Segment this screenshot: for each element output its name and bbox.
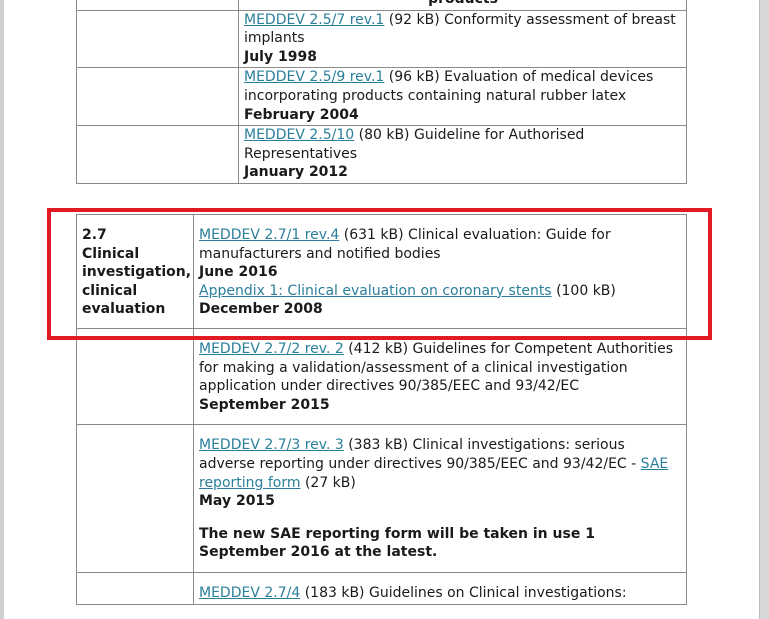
table-row: 2.7 Clinical investigation, clinical eval… [76, 214, 687, 329]
document-date: February 2004 [244, 106, 359, 123]
appendix-link[interactable]: Appendix 1: Clinical evaluation on coron… [199, 282, 552, 299]
document-date: September 2015 [199, 396, 330, 413]
document-description: Evaluation of medical devices incorporat… [244, 69, 654, 104]
section-number: 2.7 [82, 227, 107, 243]
document-link[interactable]: MEDDEV 2.5/10 [244, 127, 355, 144]
document-description: Clinical investigations: serious adverse… [199, 437, 637, 472]
document-description: Guidelines for Competent Authorities for… [199, 340, 674, 395]
document-date: July 1998 [244, 48, 317, 65]
guidance-table-section-2-7: 2.7 Clinical investigation, clinical eval… [76, 214, 687, 605]
file-size: (92 kB) [388, 11, 440, 28]
document-link[interactable]: MEDDEV 2.7/1 rev.4 [199, 227, 340, 243]
table-row: MEDDEV 2.7/4 (183 kB) Guidelines on Clin… [76, 571, 687, 605]
document-link[interactable]: MEDDEV 2.7/4 [199, 584, 301, 601]
document-link[interactable]: MEDDEV 2.5/9 rev.1 [244, 69, 385, 86]
notice-text: The new SAE reporting form will be taken… [199, 525, 595, 561]
file-size: (412 kB) [348, 340, 409, 357]
column-header-partial: products [428, 0, 498, 7]
document-link[interactable]: MEDDEV 2.7/2 rev. 2 [199, 340, 344, 357]
window-left-border [0, 0, 4, 619]
file-size: (631 kB) [343, 227, 404, 243]
table-row: MEDDEV 2.5/9 rev.1 (96 kB) Evaluation of… [76, 67, 687, 127]
document-date: May 2015 [199, 493, 275, 510]
document-date: December 2008 [199, 301, 323, 318]
table-row: MEDDEV 2.7/3 rev. 3 (383 kB) Clinical in… [76, 424, 687, 573]
table-row: MEDDEV 2.7/2 rev. 2 (412 kB) Guidelines … [76, 327, 687, 426]
table-row: MEDDEV 2.5/10 (80 kB) Guideline for Auth… [76, 125, 687, 184]
sae-form-link[interactable]: SAE reporting form [199, 455, 669, 491]
file-size: (183 kB) [304, 584, 365, 601]
document-date: June 2016 [199, 264, 278, 281]
document-description: Guideline for Authorised Representatives [244, 127, 585, 162]
table-row: MEDDEV 2.5/7 rev.1 (92 kB) Conformity as… [76, 9, 687, 69]
document-link[interactable]: MEDDEV 2.5/7 rev.1 [244, 11, 385, 28]
guidance-table-upper: products MEDDEV 2.5/7 rev.1 (92 kB) Conf… [76, 0, 687, 184]
table-row: products [76, 0, 687, 11]
section-title: Clinical investigation, clinical evaluat… [82, 245, 192, 318]
document-description: Clinical evaluation: Guide for manufactu… [199, 227, 611, 262]
document-date: January 2012 [244, 164, 348, 181]
scrollbar[interactable] [759, 0, 769, 619]
file-size: (383 kB) [348, 437, 409, 454]
file-size: (96 kB) [388, 69, 440, 86]
file-size: (27 kB) [304, 474, 356, 491]
document-link[interactable]: MEDDEV 2.7/3 rev. 3 [199, 437, 344, 454]
file-size: (100 kB) [556, 282, 616, 299]
document-description: Guidelines on Clinical investigations: [368, 584, 627, 601]
document-description: Conformity assessment of breast implants [244, 11, 676, 47]
file-size: (80 kB) [358, 127, 410, 144]
